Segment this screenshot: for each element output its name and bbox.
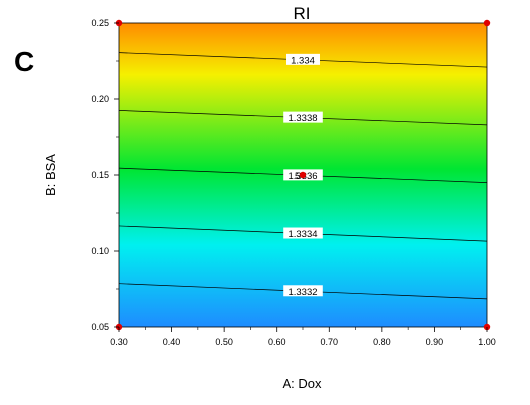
x-tick-label: 0.50 [215,337,233,347]
x-tick-label: 0.60 [268,337,286,347]
center-point-count: 5 [295,171,300,182]
x-tick-label: 0.90 [426,337,444,347]
x-tick-label: 0.30 [110,337,128,347]
contour-label: 1.3332 [283,285,323,298]
contour-level-label: 1.3334 [288,229,317,240]
contour-label-box [286,53,320,65]
contour-label: 1.3334 [283,227,323,240]
design-points: 5 [115,19,491,331]
contour-label-box [283,111,323,123]
x-tick-label: 1.00 [478,337,496,347]
design-point [483,19,491,27]
y-tick-label: 0.10 [91,246,109,256]
design-point [299,171,307,179]
y-axis-label: B: BSA [43,154,58,196]
x-tick-label: 0.80 [373,337,391,347]
y-tick-label: 0.15 [91,170,109,180]
contour-label-box [283,227,323,239]
x-axis-label: A: Dox [282,376,322,391]
x-tick-label: 0.70 [321,337,339,347]
y-axis: 0.05 0.10 0.15 0.20 0.25 [91,18,119,332]
contour-level-label: 1.3332 [288,287,317,298]
contour-level-label: 1.3338 [288,113,317,124]
y-tick-label: 0.25 [91,18,109,28]
contour-level-label: 1.334 [291,55,315,66]
contour-label: 1.3338 [283,111,323,124]
x-tick-label: 0.40 [163,337,181,347]
panel-letter: C [14,46,35,77]
contour-label: 1.334 [286,53,320,66]
contour-label-box [283,285,323,297]
chart-title: RI [294,4,311,23]
y-tick-label: 0.20 [91,94,109,104]
y-tick-label: 0.05 [91,322,109,332]
x-axis: 0.30 0.40 0.50 0.60 0.70 0.80 0.90 1.00 [110,327,496,347]
